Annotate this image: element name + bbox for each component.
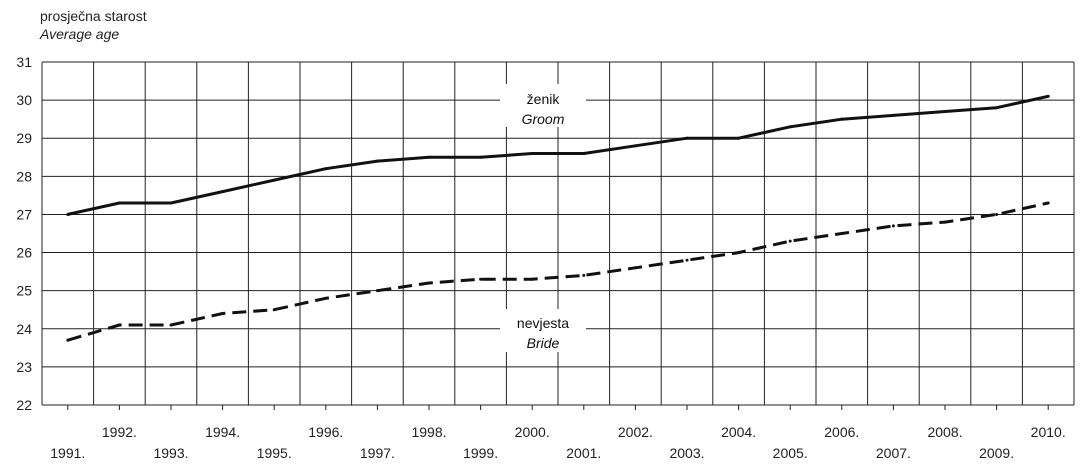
data-point: [479, 277, 483, 281]
data-point: [840, 117, 844, 121]
data-point: [427, 281, 431, 285]
data-point: [169, 201, 173, 205]
y-axis-label: prosječna starost: [40, 8, 147, 24]
data-point: [788, 239, 792, 243]
y-tick-label: 25: [16, 283, 32, 299]
y-tick-label: 27: [16, 206, 32, 222]
data-point: [375, 159, 379, 163]
series-label: nevjesta: [517, 315, 569, 331]
x-tick-label: 2007.: [876, 445, 911, 461]
x-tick-label: 2009.: [979, 445, 1014, 461]
data-point: [272, 308, 276, 312]
x-tick-label: 1995.: [257, 445, 292, 461]
data-point: [66, 338, 70, 342]
data-point: [582, 273, 586, 277]
y-tick-label: 29: [16, 130, 32, 146]
y-tick-label: 22: [16, 397, 32, 413]
data-point: [995, 106, 999, 110]
series-label-backdrop: [500, 84, 586, 127]
data-point: [633, 144, 637, 148]
data-point: [66, 212, 70, 216]
y-tick-label: 24: [16, 321, 32, 337]
x-tick-label: 2010.: [1031, 424, 1066, 440]
data-point: [995, 212, 999, 216]
y-tick-label: 28: [16, 168, 32, 184]
x-tick-label: 1999.: [463, 445, 498, 461]
series-label-en: Groom: [522, 111, 565, 127]
series-label: ženik: [527, 91, 561, 107]
x-tick-label: 2005.: [773, 445, 808, 461]
series-line-groom: [67, 94, 1049, 216]
x-tick-label: 2000.: [515, 424, 550, 440]
x-tick-label: 2006.: [824, 424, 859, 440]
data-point: [324, 167, 328, 171]
data-point: [737, 251, 741, 255]
x-tick-label: 1997.: [360, 445, 395, 461]
data-point: [221, 312, 225, 316]
data-point: [943, 110, 947, 114]
data-point: [272, 178, 276, 182]
data-point: [221, 190, 225, 194]
x-tick-label: 2003.: [669, 445, 704, 461]
x-tick-label: 2004.: [721, 424, 756, 440]
x-tick-label: 1996.: [308, 424, 343, 440]
series-label-en: Bride: [527, 335, 560, 351]
data-point: [891, 113, 895, 117]
series-line-bride: [67, 201, 1049, 342]
data-point: [943, 220, 947, 224]
x-tick-label: 1998.: [411, 424, 446, 440]
data-point: [1046, 94, 1050, 98]
data-point: [117, 201, 121, 205]
data-point: [685, 136, 689, 140]
x-tick-label: 2002.: [618, 424, 653, 440]
data-point: [1046, 201, 1050, 205]
y-tick-label: 26: [16, 245, 32, 261]
data-point: [840, 232, 844, 235]
x-tick-label: 1994.: [205, 424, 240, 440]
data-point: [427, 155, 431, 159]
y-tick-label: 30: [16, 92, 32, 108]
y-tick-label: 23: [16, 359, 32, 375]
data-point: [375, 289, 379, 293]
data-point: [891, 224, 895, 228]
data-point: [479, 155, 483, 159]
x-tick-label: 1993.: [153, 445, 188, 461]
y-axis-label-en: Average age: [40, 26, 120, 42]
data-point: [633, 266, 637, 270]
x-tick-label: 1991.: [50, 445, 85, 461]
data-point: [685, 258, 689, 262]
y-tick-label: 31: [16, 54, 32, 70]
data-point: [117, 323, 121, 327]
series-label-backdrop: [500, 309, 586, 352]
data-point: [324, 296, 328, 300]
data-point: [582, 151, 586, 155]
data-point: [737, 136, 741, 140]
data-point: [530, 277, 534, 281]
data-point: [169, 323, 173, 327]
x-tick-label: 1992.: [102, 424, 137, 440]
data-point: [530, 151, 534, 155]
x-tick-label: 2008.: [927, 424, 962, 440]
data-point: [788, 125, 792, 129]
x-tick-label: 2001.: [566, 445, 601, 461]
